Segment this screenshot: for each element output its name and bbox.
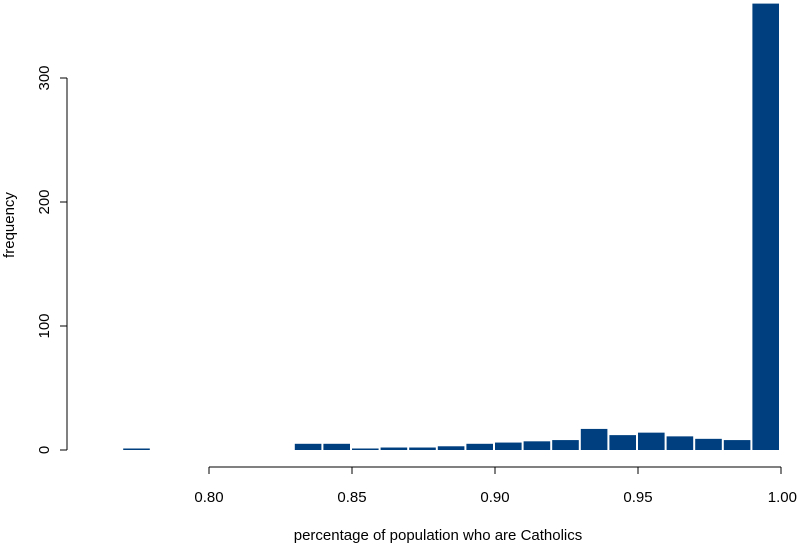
histogram-bar <box>609 435 636 450</box>
histogram-bar <box>380 447 408 450</box>
y-ticks: 0 100 200 300 <box>36 65 67 454</box>
y-tick-label: 200 <box>36 189 53 214</box>
histogram-bar <box>123 448 150 450</box>
histogram-bar <box>495 442 522 450</box>
x-ticks: 0.80 0.85 0.90 0.95 1.00 <box>194 467 797 506</box>
y-axis-title: frequency <box>1 192 18 258</box>
x-tick-label: 0.80 <box>194 489 223 506</box>
x-axis: 0.80 0.85 0.90 0.95 1.00 <box>194 466 797 506</box>
x-tick-label: 1.00 <box>768 489 797 506</box>
y-tick-label: 100 <box>36 313 53 338</box>
histogram-bar <box>695 438 722 450</box>
histogram-bar <box>352 448 379 450</box>
histogram-bar <box>323 443 350 450</box>
y-tick-label: 0 <box>36 446 53 454</box>
histogram-bar <box>409 447 436 450</box>
y-tick-label: 300 <box>36 65 53 90</box>
histogram-bar <box>723 440 751 450</box>
y-axis: 0 100 200 300 <box>36 65 68 454</box>
histogram-bar <box>466 443 493 450</box>
x-tick-label: 0.85 <box>337 489 366 506</box>
x-tick-label: 0.90 <box>480 489 509 506</box>
x-tick-label: 0.95 <box>623 489 652 506</box>
histogram-bar <box>552 440 579 450</box>
histogram-bar <box>523 441 551 450</box>
histogram-bar <box>638 432 665 450</box>
histogram-bar <box>752 3 779 450</box>
histogram-bars <box>123 3 779 450</box>
histogram-bar <box>666 436 694 450</box>
histogram-bar <box>437 446 465 450</box>
histogram-bar <box>294 443 322 450</box>
histogram-bar <box>580 428 608 450</box>
x-axis-title: percentage of population who are Catholi… <box>294 527 583 544</box>
